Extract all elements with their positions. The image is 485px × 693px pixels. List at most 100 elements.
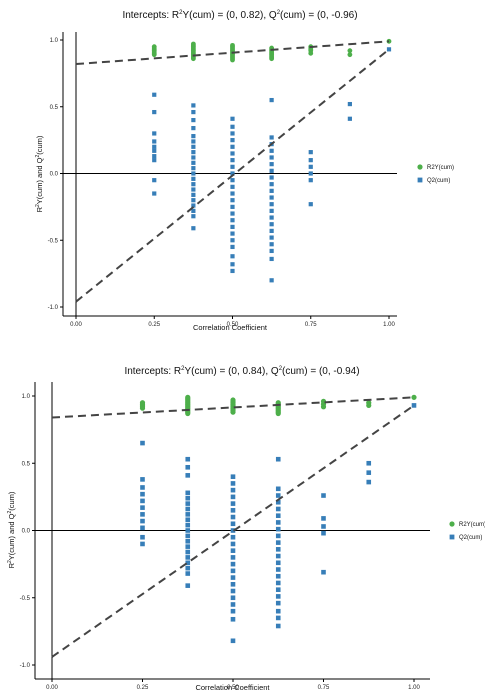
q2-point	[185, 512, 191, 517]
y-tick-label: -1.0	[20, 663, 31, 669]
chart-title-part: Y(cum) = (0, 0.82), Q	[182, 10, 276, 21]
q2-point	[230, 514, 236, 520]
q2-point	[275, 533, 281, 539]
q2-point	[321, 569, 326, 575]
q2-point	[140, 498, 145, 504]
q2-point	[230, 158, 235, 163]
y-axis-title-part: 2	[35, 155, 41, 158]
q2-point	[152, 92, 157, 97]
q2-point	[140, 485, 145, 490]
chart-title-part: Intercepts: R	[124, 366, 181, 377]
q2-point	[269, 182, 274, 187]
q2-point	[230, 638, 236, 644]
r2y-point	[151, 44, 157, 50]
y-axis-title-part: 2	[7, 560, 13, 563]
q2-point	[191, 155, 196, 160]
x-tick-label: 0.00	[46, 685, 58, 691]
q2-point	[269, 242, 274, 247]
q2-point	[308, 202, 313, 207]
q2-point	[191, 144, 196, 149]
q2-point	[269, 228, 274, 234]
q2-point	[140, 525, 145, 531]
q2-point	[347, 101, 352, 107]
q2-point	[191, 160, 196, 165]
q2-point	[230, 254, 235, 259]
q2-point	[152, 178, 157, 183]
y-axis-title-part: (cum)	[35, 135, 44, 155]
permutation-plot-2: Intercepts: R2Y(cum) = (0, 0.84), Q2(cum…	[7, 366, 485, 692]
q2-point	[152, 191, 157, 196]
x-tick-label: 0.00	[70, 322, 82, 328]
x-tick-label: 0.25	[137, 685, 149, 691]
q2-point	[152, 144, 157, 149]
q2-point	[269, 215, 274, 220]
q2-point	[275, 486, 281, 492]
r2y-point	[347, 52, 353, 58]
q2-point	[230, 178, 235, 183]
q2-point	[185, 555, 191, 560]
legend-r2y-marker	[449, 521, 455, 527]
q2-point	[191, 208, 196, 213]
q2-point	[308, 178, 313, 183]
q2-point	[191, 109, 196, 115]
q2-point	[269, 168, 274, 173]
q2-point	[152, 109, 157, 115]
y-tick-label: 0.0	[22, 529, 31, 535]
q2-point	[230, 138, 235, 143]
r2y-point	[411, 394, 417, 400]
q2-point	[275, 600, 281, 606]
q2-point	[230, 131, 235, 136]
legend: R2Y(cum) Q2(cum)	[449, 521, 485, 541]
q2-point	[275, 615, 281, 621]
y-axis-title-part: (cum)	[7, 491, 16, 511]
q2-point	[269, 248, 274, 254]
q2-point	[230, 528, 236, 533]
q2-point	[185, 583, 191, 588]
r2y-trend-line	[51, 396, 415, 419]
q2-point	[230, 218, 235, 223]
y-tick-label: -0.5	[20, 596, 31, 602]
q2-point	[185, 533, 191, 539]
q2-point	[152, 158, 157, 163]
y-tick-label: 0.5	[50, 105, 59, 111]
q2-point	[152, 139, 157, 144]
q2-point	[185, 538, 191, 544]
q2-point	[140, 518, 145, 524]
y-axis-title-part: 2	[7, 511, 13, 514]
y-axis-title-part: R	[7, 562, 16, 568]
r2y-point	[230, 397, 236, 403]
q2-point	[230, 608, 236, 614]
q2-point	[191, 118, 196, 123]
q2-point	[230, 144, 235, 149]
x-tick-label: 0.25	[148, 322, 160, 328]
q2-point	[275, 499, 281, 505]
q2-point	[366, 479, 372, 485]
q2-point	[275, 493, 281, 498]
q2-point	[230, 224, 235, 229]
q2-point	[230, 568, 236, 574]
q2-point	[230, 487, 236, 493]
q2-point	[185, 560, 191, 566]
chart-title-part: Y(cum) = (0, 0.84), Q	[184, 366, 278, 377]
q2-point	[185, 549, 191, 555]
q2-point	[230, 238, 235, 243]
q2-point	[185, 456, 191, 462]
q2-point	[269, 208, 274, 213]
q2-point	[269, 175, 274, 180]
legend-q2-label: Q2(cum)	[427, 178, 450, 184]
q2-point	[230, 548, 236, 553]
q2-point	[269, 188, 274, 193]
y-axis-title-part: 2	[35, 204, 41, 207]
q2-point	[347, 116, 352, 121]
q2-point	[308, 164, 313, 169]
legend-r2y-marker	[417, 164, 423, 170]
y-tick-label: -1.0	[48, 305, 59, 311]
q2-point	[230, 595, 236, 601]
r2y-point	[185, 394, 191, 400]
q2-point	[275, 456, 281, 462]
q2-point	[230, 116, 235, 121]
q2-point	[321, 530, 326, 536]
q2-point	[230, 204, 235, 209]
y-axis-title-part: R	[35, 206, 44, 212]
